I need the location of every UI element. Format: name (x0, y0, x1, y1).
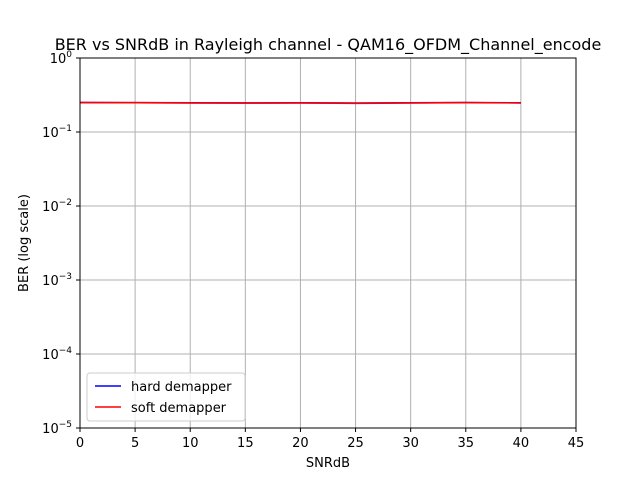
legend: hard demapper soft demapper (86, 372, 246, 422)
y-tick-label: 10−4 (42, 346, 72, 363)
y-tick-label: 10−5 (42, 420, 72, 437)
x-tick-label: 0 (76, 436, 84, 451)
y-tick-label: 100 (50, 50, 73, 67)
x-tick-label: 35 (458, 436, 475, 451)
legend-label: hard demapper (131, 380, 232, 395)
x-tick-label: 30 (402, 436, 419, 451)
y-tick-exponent: −2 (59, 198, 72, 208)
x-axis: 0 5 10 15 20 25 30 35 40 45 (76, 428, 584, 451)
y-tick-base: 10 (42, 422, 59, 437)
y-tick-label: 10−3 (42, 272, 72, 289)
y-tick-exponent: −3 (59, 272, 72, 282)
y-tick-exponent: −4 (59, 346, 73, 356)
chart-title: BER vs SNRdB in Rayleigh channel - QAM16… (55, 35, 602, 55)
x-axis-label: SNRdB (306, 456, 350, 471)
x-tick-label: 40 (513, 436, 530, 451)
x-tick-label: 25 (347, 436, 364, 451)
x-tick-label: 15 (237, 436, 254, 451)
x-tick-label: 20 (292, 436, 309, 451)
y-tick-exponent: −1 (59, 124, 72, 134)
legend-box (86, 372, 246, 422)
y-tick-base: 10 (42, 126, 59, 141)
y-axis-label: BER (log scale) (17, 194, 32, 292)
y-tick-base: 10 (42, 274, 59, 289)
series-layer (79, 101, 521, 105)
y-tick-exponent: −5 (59, 420, 72, 430)
x-tick-label: 5 (131, 436, 139, 451)
y-tick-base: 10 (42, 200, 59, 215)
y-tick-base: 10 (50, 52, 67, 67)
plot-frame (79, 57, 577, 429)
series-line-soft-demapper (79, 101, 521, 105)
y-tick-exponent: 0 (66, 50, 72, 60)
x-tick-label: 10 (182, 436, 199, 451)
x-tick-label: 45 (568, 436, 585, 451)
y-tick-base: 10 (42, 348, 59, 363)
y-tick-label: 10−1 (42, 124, 72, 141)
y-tick-label: 10−2 (42, 198, 72, 215)
legend-label: soft demapper (131, 401, 227, 416)
